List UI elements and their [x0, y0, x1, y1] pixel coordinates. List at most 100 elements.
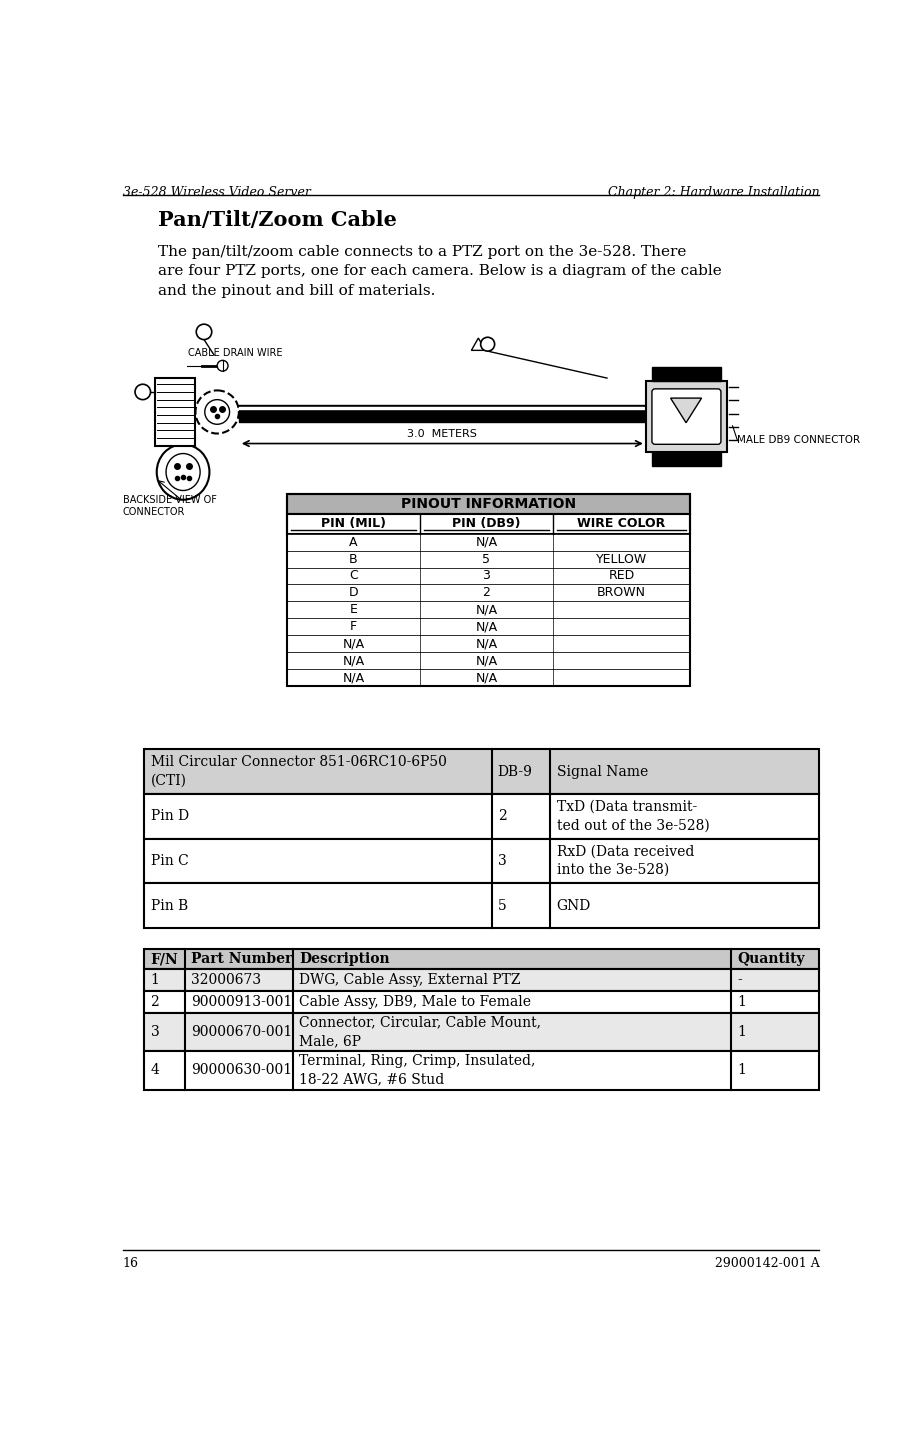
Text: -: -	[737, 973, 742, 987]
Text: Pin B: Pin B	[151, 899, 187, 913]
Text: B: B	[349, 552, 357, 565]
Text: Cable Assy, DB9, Male to Female: Cable Assy, DB9, Male to Female	[300, 995, 531, 1009]
Text: 3: 3	[151, 1025, 159, 1039]
Bar	[144, 1050, 819, 1089]
Text: 2: 2	[482, 587, 491, 600]
Text: 90000913-001: 90000913-001	[191, 995, 292, 1009]
Circle shape	[197, 325, 211, 339]
Text: F: F	[350, 620, 357, 634]
Text: 5: 5	[498, 899, 506, 913]
Text: Signal Name: Signal Name	[557, 764, 648, 778]
Bar	[287, 653, 690, 670]
Bar	[287, 635, 690, 653]
Text: N/A: N/A	[343, 671, 365, 684]
Text: 32000673: 32000673	[191, 973, 261, 987]
Text: PIN (DB9): PIN (DB9)	[452, 517, 521, 529]
Circle shape	[481, 338, 494, 351]
Text: 3: 3	[140, 386, 146, 396]
Text: TxD (Data transmit-
ted out of the 3e-528): TxD (Data transmit- ted out of the 3e-52…	[557, 800, 709, 833]
Bar	[652, 452, 720, 467]
Text: F/N: F/N	[151, 953, 178, 966]
Polygon shape	[471, 338, 485, 351]
Bar	[155, 378, 196, 446]
Text: Pin C: Pin C	[151, 854, 188, 867]
Text: Connector, Circular, Cable Mount,
Male, 6P: Connector, Circular, Cable Mount, Male, …	[300, 1016, 541, 1047]
Text: 2: 2	[484, 339, 492, 349]
Text: N/A: N/A	[475, 671, 497, 684]
Text: Quantity: Quantity	[737, 953, 805, 966]
Text: Pan/Tilt/Zoom Cable: Pan/Tilt/Zoom Cable	[157, 210, 396, 230]
Text: BROWN: BROWN	[597, 587, 646, 600]
Bar	[287, 494, 690, 514]
Text: DB-9: DB-9	[498, 764, 533, 778]
Text: Terminal, Ring, Crimp, Insulated,
18-22 AWG, #6 Stud: Terminal, Ring, Crimp, Insulated, 18-22 …	[300, 1055, 536, 1086]
Text: YELLOW: YELLOW	[596, 552, 647, 565]
Text: Mil Circular Connector 851-06RC10-6P50
(CTI): Mil Circular Connector 851-06RC10-6P50 (…	[151, 756, 447, 787]
Text: 1: 1	[737, 1063, 746, 1078]
Text: N/A: N/A	[343, 654, 365, 667]
Bar	[287, 670, 690, 685]
Text: A: A	[349, 535, 357, 548]
Text: 3: 3	[482, 570, 491, 582]
Text: 4: 4	[151, 1063, 159, 1078]
Text: 90000630-001: 90000630-001	[191, 1063, 292, 1078]
Text: 1: 1	[737, 1025, 746, 1039]
Bar	[646, 381, 727, 452]
Bar	[144, 969, 819, 992]
Text: !: !	[477, 343, 480, 352]
Bar	[144, 794, 819, 839]
Bar	[287, 551, 690, 568]
Circle shape	[196, 391, 239, 434]
Bar	[287, 568, 690, 584]
Circle shape	[217, 361, 228, 371]
Text: Chapter 2: Hardware Installation: Chapter 2: Hardware Installation	[607, 186, 820, 199]
Bar	[652, 368, 720, 381]
Text: C: C	[349, 570, 357, 582]
Text: DWG, Cable Assy, External PTZ: DWG, Cable Assy, External PTZ	[300, 973, 521, 987]
FancyBboxPatch shape	[652, 389, 720, 444]
Bar	[144, 839, 819, 883]
Bar	[287, 514, 690, 534]
Text: WIRE COLOR: WIRE COLOR	[577, 517, 665, 529]
Ellipse shape	[166, 454, 200, 491]
Circle shape	[205, 399, 230, 424]
Text: Description: Description	[300, 953, 390, 966]
Text: 29000142-001 A: 29000142-001 A	[715, 1258, 820, 1271]
Text: 3e-528 Wireless Video Server: 3e-528 Wireless Video Server	[122, 186, 311, 199]
Text: 16: 16	[122, 1258, 139, 1271]
Text: Pin D: Pin D	[151, 809, 188, 823]
Bar	[287, 618, 690, 635]
Text: 1: 1	[737, 995, 746, 1009]
Text: 3.0  METERS: 3.0 METERS	[407, 429, 477, 439]
Text: RED: RED	[608, 570, 634, 582]
Text: N/A: N/A	[475, 654, 497, 667]
Text: PINOUT INFORMATION: PINOUT INFORMATION	[401, 497, 576, 511]
Bar	[144, 750, 819, 794]
Text: CABLE DRAIN WIRE: CABLE DRAIN WIRE	[188, 348, 283, 358]
Text: 3: 3	[498, 854, 506, 867]
Bar	[287, 494, 690, 685]
Text: MALE DB9 CONNECTOR: MALE DB9 CONNECTOR	[737, 435, 860, 445]
Polygon shape	[671, 398, 701, 422]
Text: 90000670-001: 90000670-001	[191, 1025, 292, 1039]
Circle shape	[135, 385, 151, 399]
Text: 1: 1	[151, 973, 159, 987]
Bar	[144, 992, 819, 1013]
Text: 4: 4	[200, 326, 208, 336]
Text: PIN (MIL): PIN (MIL)	[321, 517, 386, 529]
Bar	[287, 601, 690, 618]
Text: N/A: N/A	[475, 620, 497, 634]
Text: N/A: N/A	[475, 604, 497, 617]
Text: 5: 5	[482, 552, 491, 565]
Bar	[287, 584, 690, 601]
Text: 2: 2	[151, 995, 159, 1009]
Text: RxD (Data received
into the 3e-528): RxD (Data received into the 3e-528)	[557, 844, 694, 877]
Text: E: E	[349, 604, 357, 617]
Text: N/A: N/A	[475, 637, 497, 650]
Bar	[144, 949, 819, 969]
Text: 2: 2	[498, 809, 506, 823]
Bar	[287, 534, 690, 551]
Text: The pan/tilt/zoom cable connects to a PTZ port on the 3e-528. There
are four PTZ: The pan/tilt/zoom cable connects to a PT…	[157, 245, 721, 298]
Text: BACKSIDE VIEW OF
CONNECTOR: BACKSIDE VIEW OF CONNECTOR	[122, 495, 217, 517]
Ellipse shape	[157, 444, 210, 499]
